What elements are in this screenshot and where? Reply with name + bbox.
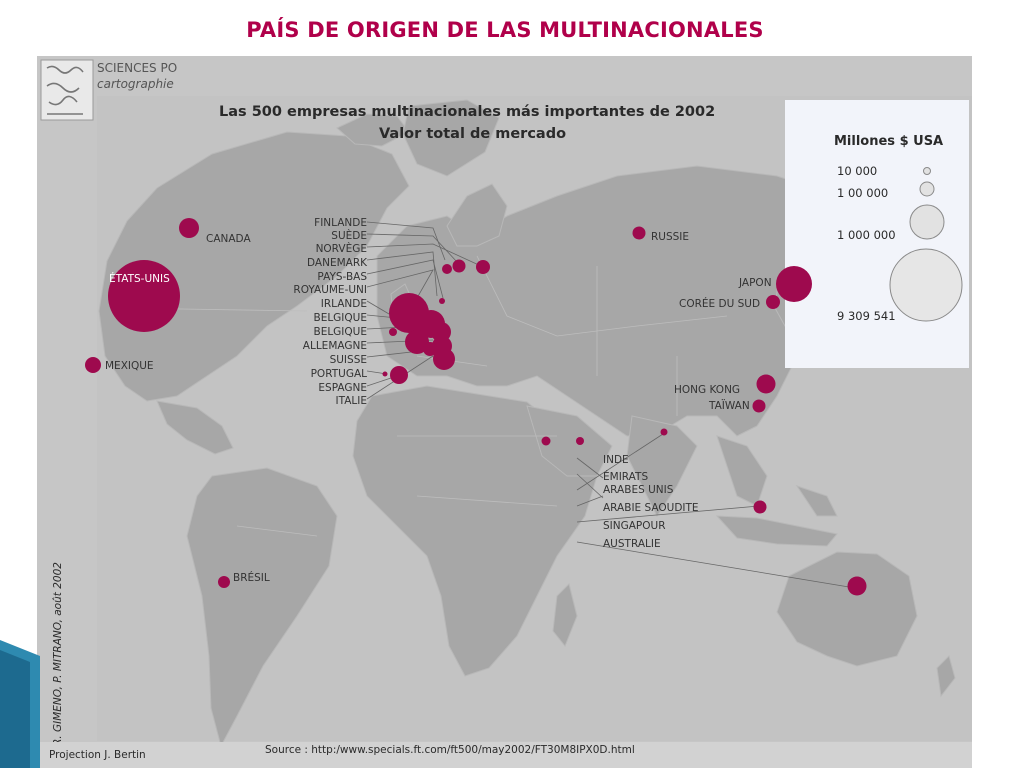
label-canada: CANADA <box>206 233 251 245</box>
legend-item: 10 000 <box>837 164 877 178</box>
world-map: SCIENCES PO cartographie <box>37 56 972 768</box>
bubble-irlande <box>389 328 397 336</box>
bubble-singapour <box>753 500 767 514</box>
south-america-landmass <box>186 467 338 748</box>
bubble-australie <box>847 576 867 596</box>
label-belgique-2: BELGIQUE <box>313 326 367 338</box>
slide-title: PAÍS DE ORIGEN DE LAS MULTINACIONALES <box>246 18 764 42</box>
bubble-canada <box>179 218 199 238</box>
label-inde: INDE <box>603 454 629 466</box>
logo-line2: cartographie <box>97 77 174 91</box>
label-suisse: SUISSE <box>330 354 367 366</box>
source-text: Source : http:/www.specials.ft.com/ft500… <box>265 744 635 756</box>
bubble-portugal <box>382 371 388 377</box>
india-landmass <box>626 415 698 517</box>
legend-item: 1 000 000 <box>837 228 896 242</box>
landmasses <box>98 99 956 748</box>
label-irlande: IRLANDE <box>321 298 367 310</box>
bubble-bresil <box>218 576 230 588</box>
bubble-japon <box>776 266 812 302</box>
label-hong-kong: HONG KONG <box>674 384 740 396</box>
label-etats-unis: ÉTATS-UNIS <box>109 272 170 285</box>
label-japon: JAPON <box>738 277 772 289</box>
label-pays-bas: PAYS-BAS <box>317 271 367 283</box>
legend-item: 1 00 000 <box>837 186 888 200</box>
eurasia-landmass <box>376 165 918 437</box>
sciences-po-logo: SCIENCES PO cartographie <box>40 59 177 121</box>
map-title-line2: Valor total de mercado <box>379 126 566 142</box>
label-russie: RUSSIE <box>651 231 689 243</box>
credit-vertical: R. GIMENO, P. MITRANO, août 2002 <box>52 562 64 746</box>
bubble-suisse <box>423 342 437 356</box>
bubble-france <box>405 330 429 354</box>
bubble-finlande <box>476 260 490 274</box>
bubble-emirats <box>576 437 584 445</box>
label-suede: SUÈDE <box>331 229 367 242</box>
label-taiwan: TAÏWAN <box>708 399 750 412</box>
legend-circle-1000000 <box>909 204 945 240</box>
legend-circle-10000 <box>923 167 931 175</box>
logo-line1: SCIENCES PO <box>97 61 177 75</box>
label-emirats-2: ARABES UNIS <box>603 484 674 496</box>
label-allemagne: ALLEMAGNE <box>303 340 367 352</box>
corner-decoration <box>0 640 40 768</box>
legend: Millones $ USA 10 000 1 00 000 1 000 000… <box>785 100 969 368</box>
bubble-inde <box>660 428 668 436</box>
legend-item: 9 309 541 <box>837 309 896 323</box>
label-coree: CORÉE DU SUD <box>679 297 760 310</box>
label-espagne: ESPAGNE <box>318 382 367 394</box>
central-america-landmass <box>156 400 234 455</box>
label-italie: ITALIE <box>336 395 367 407</box>
bubble-taiwan <box>752 399 766 413</box>
label-danemark: DANEMARK <box>307 257 368 269</box>
bubble-danemark <box>439 298 445 304</box>
bubble-hong-kong <box>756 374 776 394</box>
bubble-russie <box>632 226 646 240</box>
label-bresil: BRÉSIL <box>233 571 270 584</box>
label-emirats-1: ÉMIRATS <box>603 470 648 483</box>
bubble-arabie <box>541 436 551 446</box>
label-australie: AUSTRALIE <box>603 538 661 550</box>
label-singapour: SINGAPOUR <box>603 520 666 532</box>
label-finlande: FINLANDE <box>314 217 367 229</box>
label-norvege: NORVÈGE <box>316 242 367 255</box>
projection-credit: Projection J. Bertin <box>49 749 146 761</box>
legend-circle-9309541 <box>889 248 963 322</box>
legend-title: Millones $ USA <box>834 134 943 149</box>
label-arabie: ARABIE SAOUDITE <box>603 502 699 514</box>
bubble-italie <box>433 348 455 370</box>
greenland-landmass <box>402 99 500 177</box>
europe-labels: FINLANDE SUÈDE NORVÈGE DANEMARK PAYS-BAS… <box>293 217 368 407</box>
label-mexique: MEXIQUE <box>105 360 154 372</box>
label-portugal: PORTUGAL <box>311 368 368 380</box>
bubble-espagne <box>390 366 408 384</box>
map-title-line1: Las 500 empresas multinacionales más imp… <box>219 104 715 120</box>
legend-circle-100000 <box>919 181 935 197</box>
bubble-suede <box>452 259 466 273</box>
bubble-coree <box>766 295 780 309</box>
bubble-norvege <box>442 264 452 274</box>
label-belgique: BELGIQUE <box>313 312 367 324</box>
bubble-etats-unis <box>108 260 180 332</box>
bubble-mexique <box>85 357 101 373</box>
label-royaume-uni: ROYAUME-UNI <box>293 284 367 296</box>
